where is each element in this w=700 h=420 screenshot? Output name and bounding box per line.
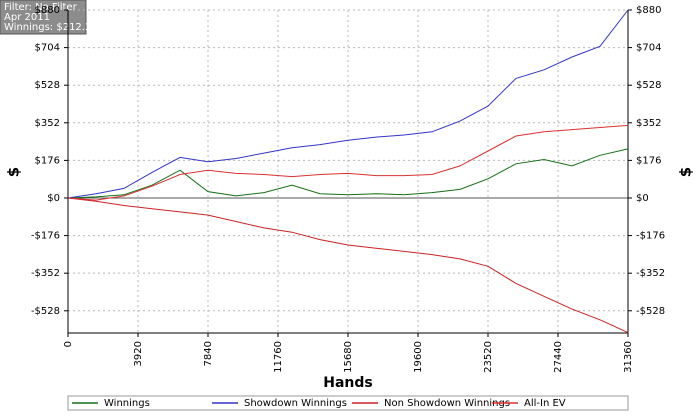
y-tick-label-right: -$528 [636,306,665,317]
y-tick-label: $704 [35,43,60,54]
legend-label: All-In EV [524,398,566,409]
x-tick-label: 11760 [273,341,284,373]
x-tick-label: 3920 [133,341,144,366]
series-line [67,124,629,201]
info-date: Apr 2011 [4,12,50,23]
y-tick-label: $352 [35,118,60,129]
info-winnings: Winnings: $212.23 [4,22,98,33]
x-tick-label: 27440 [553,341,564,373]
legend-label: Showdown Winnings [244,398,347,409]
y-axis-label-right: $ [677,167,695,177]
y-tick-label-right: $0 [636,193,649,204]
legend [67,395,629,411]
y-tick-label: -$176 [31,231,60,242]
y-tick-label: $0 [47,193,60,204]
y-tick-label: -$352 [31,268,60,279]
series-line [67,9,629,199]
y-tick-label: $528 [35,80,60,91]
y-axis-label: $ [5,167,23,177]
y-tick-label: $176 [35,155,60,166]
x-tick-label: 23520 [483,341,494,373]
info-filter: Filter: No Filter [4,2,78,13]
y-tick-label-right: -$352 [636,268,665,279]
legend-label: Winnings [104,398,150,409]
y-tick-label-right: $704 [636,43,661,54]
x-axis-label: Hands [323,375,373,391]
y-tick-label: $880 [35,5,60,16]
y-tick-label-right: $176 [636,155,661,166]
x-tick-label: 31360 [623,341,634,373]
y-tick-label-right: $352 [636,118,661,129]
y-tick-label-right: $880 [636,5,661,16]
x-tick-label: 15680 [343,341,354,373]
legend-label: Non Showdown Winnings [384,398,510,409]
y-tick-label-right: $528 [636,80,661,91]
series-line [67,148,629,199]
y-tick-label: -$528 [31,306,60,317]
x-tick-label: 0 [63,341,74,347]
x-tick-label: 19600 [413,341,424,373]
x-tick-label: 7840 [203,341,214,366]
series-line [67,197,629,334]
y-tick-label-right: -$176 [636,231,665,242]
info-box [0,0,87,35]
